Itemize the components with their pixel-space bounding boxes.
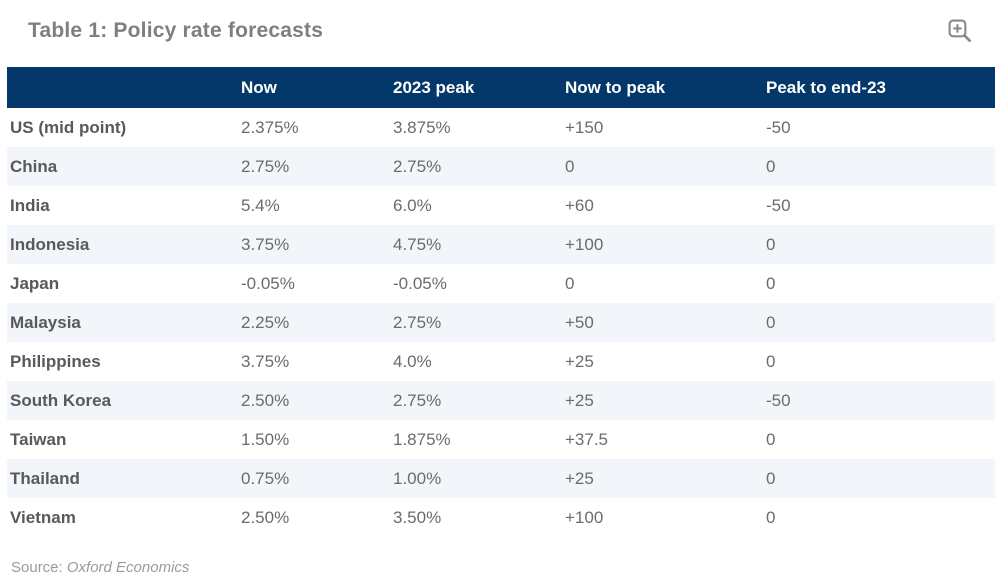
table-row: South Korea 2.50% 2.75% +25 -50	[7, 381, 995, 420]
cell-now: 2.75%	[241, 156, 290, 176]
cell-peak-to-end-23: 0	[766, 312, 776, 332]
row-label: Philippines	[10, 351, 101, 371]
cell-now-to-peak: +100	[565, 507, 604, 527]
cell-now: 2.25%	[241, 312, 290, 332]
table-row: Vietnam 2.50% 3.50% +100 0	[7, 498, 995, 537]
cell-peak-to-end-23: 0	[766, 507, 776, 527]
table-row: Malaysia 2.25% 2.75% +50 0	[7, 303, 995, 342]
row-label: Malaysia	[10, 312, 81, 332]
cell-peak-to-end-23: -50	[766, 195, 791, 215]
column-header-now-to-peak: Now to peak	[565, 77, 666, 97]
source-value: Oxford Economics	[66, 559, 190, 576]
column-header-country	[7, 67, 238, 108]
table-row: US (mid point) 2.375% 3.875% +150 -50	[7, 108, 995, 147]
source-label: Source:	[11, 559, 63, 576]
table-row: China 2.75% 2.75% 0 0	[7, 147, 995, 186]
cell-now-to-peak: +150	[565, 117, 604, 137]
cell-2023-peak: 4.0%	[393, 351, 432, 371]
zoom-in-icon	[946, 19, 973, 47]
cell-now: 3.75%	[241, 234, 290, 254]
cell-peak-to-end-23: 0	[766, 234, 776, 254]
cell-2023-peak: 2.75%	[393, 390, 442, 410]
cell-2023-peak: 3.50%	[393, 507, 442, 527]
column-header-now: Now	[241, 77, 277, 97]
row-label: Thailand	[10, 468, 80, 488]
cell-now: 2.375%	[241, 117, 299, 137]
title-bar: Table 1: Policy rate forecasts	[0, 0, 1001, 48]
cell-now-to-peak: +37.5	[565, 429, 609, 449]
cell-2023-peak: 2.75%	[393, 312, 442, 332]
cell-now-to-peak: 0	[565, 156, 575, 176]
cell-now-to-peak: +100	[565, 234, 604, 254]
row-label: Taiwan	[10, 429, 67, 449]
zoom-in-button[interactable]	[946, 17, 973, 44]
column-header-peak-to-end-23: Peak to end-23	[766, 77, 886, 97]
row-label: Vietnam	[10, 507, 76, 527]
cell-2023-peak: 3.875%	[393, 117, 451, 137]
cell-peak-to-end-23: 0	[766, 351, 776, 371]
cell-now: 0.75%	[241, 468, 290, 488]
source-line: Source: Oxford Economics	[11, 559, 1001, 576]
table-row: Indonesia 3.75% 4.75% +100 0	[7, 225, 995, 264]
row-label: China	[10, 156, 58, 176]
column-header-2023-peak: 2023 peak	[393, 77, 475, 97]
cell-now-to-peak: +25	[565, 351, 594, 371]
cell-now: 2.50%	[241, 507, 290, 527]
cell-now-to-peak: +25	[565, 390, 594, 410]
row-label: India	[10, 195, 50, 215]
cell-peak-to-end-23: 0	[766, 273, 776, 293]
cell-peak-to-end-23: -50	[766, 117, 791, 137]
cell-2023-peak: 2.75%	[393, 156, 442, 176]
cell-now: -0.05%	[241, 273, 295, 293]
row-label: Indonesia	[10, 234, 90, 254]
table-row: India 5.4% 6.0% +60 -50	[7, 186, 995, 225]
cell-peak-to-end-23: 0	[766, 468, 776, 488]
cell-2023-peak: 1.00%	[393, 468, 442, 488]
table-row: Philippines 3.75% 4.0% +25 0	[7, 342, 995, 381]
cell-now: 5.4%	[241, 195, 280, 215]
row-label: South Korea	[10, 390, 112, 410]
cell-2023-peak: 6.0%	[393, 195, 432, 215]
cell-2023-peak: -0.05%	[393, 273, 447, 293]
cell-2023-peak: 1.875%	[393, 429, 451, 449]
cell-now-to-peak: +25	[565, 468, 594, 488]
cell-peak-to-end-23: 0	[766, 156, 776, 176]
cell-now: 1.50%	[241, 429, 290, 449]
cell-now: 2.50%	[241, 390, 290, 410]
row-label: US (mid point)	[10, 117, 127, 137]
cell-now-to-peak: +50	[565, 312, 594, 332]
row-label: Japan	[10, 273, 60, 293]
cell-peak-to-end-23: 0	[766, 429, 776, 449]
cell-now-to-peak: 0	[565, 273, 575, 293]
table-row: Taiwan 1.50% 1.875% +37.5 0	[7, 420, 995, 459]
cell-now-to-peak: +60	[565, 195, 594, 215]
page-title: Table 1: Policy rate forecasts	[28, 19, 324, 42]
cell-now: 3.75%	[241, 351, 290, 371]
table-row: Japan -0.05% -0.05% 0 0	[7, 264, 995, 303]
cell-peak-to-end-23: -50	[766, 390, 791, 410]
policy-rate-table: Now 2023 peak Now to peak Peak to end-23…	[7, 67, 995, 537]
cell-2023-peak: 4.75%	[393, 234, 442, 254]
table-header-row: Now 2023 peak Now to peak Peak to end-23	[7, 67, 995, 108]
table-row: Thailand 0.75% 1.00% +25 0	[7, 459, 995, 498]
